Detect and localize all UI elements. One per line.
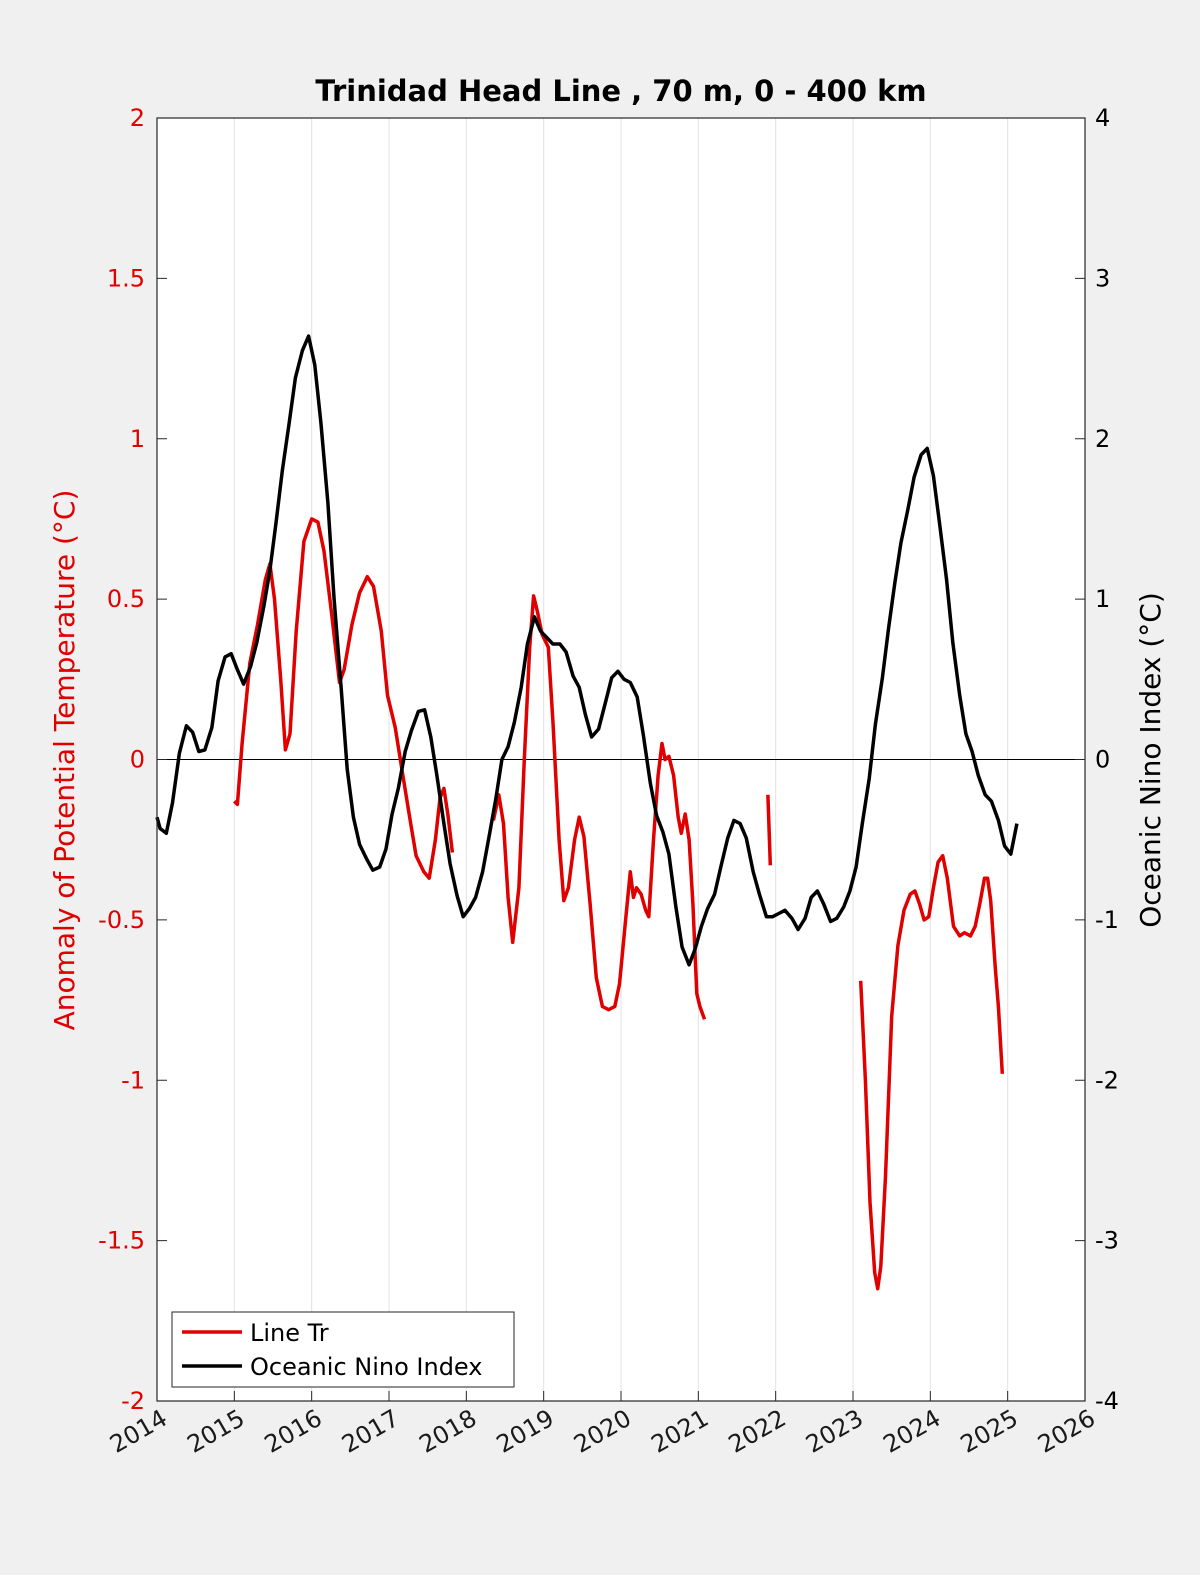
series-line-tr	[766, 794, 773, 866]
right-tick-label: 0	[1095, 746, 1110, 774]
legend: Line Tr Oceanic Nino Index	[171, 1311, 515, 1388]
series-line-tr	[858, 853, 1005, 1291]
tick-marks	[156, 117, 1086, 1402]
left-tick-label: -1	[121, 1066, 145, 1094]
left-tick-label: 1.5	[107, 264, 145, 292]
right-tick-label: 1	[1095, 585, 1110, 613]
series-oni	[155, 334, 1019, 967]
legend-box	[171, 1311, 515, 1388]
chart-title: Trinidad Head Line , 70 m, 0 - 400 km	[315, 74, 926, 108]
left-axis-tick-labels: -2 -1.5 -1 -0.5 0 0.5 1 1.5 2	[98, 104, 145, 1415]
left-tick-label: 1	[130, 425, 145, 453]
right-axis-label: Oceanic Nino Index (°C)	[1134, 592, 1167, 928]
right-tick-label: -2	[1095, 1066, 1119, 1094]
left-tick-label: 0.5	[107, 585, 145, 613]
legend-label-oni: Oceanic Nino Index	[250, 1353, 482, 1381]
left-tick-label: -0.5	[98, 906, 145, 934]
legend-label-line-tr: Line Tr	[250, 1319, 329, 1347]
left-tick-label: 0	[130, 746, 145, 774]
right-tick-label: 3	[1095, 264, 1110, 292]
series-lines	[155, 334, 1019, 1291]
right-axis-tick-labels: -4 -3 -2 -1 0 1 2 3 4	[1095, 104, 1119, 1415]
left-tick-label: -1.5	[98, 1227, 145, 1255]
right-tick-label: 2	[1095, 425, 1110, 453]
right-tick-label: -1	[1095, 906, 1119, 934]
left-tick-label: 2	[130, 104, 145, 132]
left-tick-label: -2	[121, 1387, 145, 1415]
right-tick-label: -3	[1095, 1227, 1119, 1255]
left-axis-label: Anomaly of Potential Temperature (°C)	[48, 490, 81, 1031]
right-tick-label: 4	[1095, 104, 1110, 132]
right-tick-label: -4	[1095, 1387, 1119, 1415]
